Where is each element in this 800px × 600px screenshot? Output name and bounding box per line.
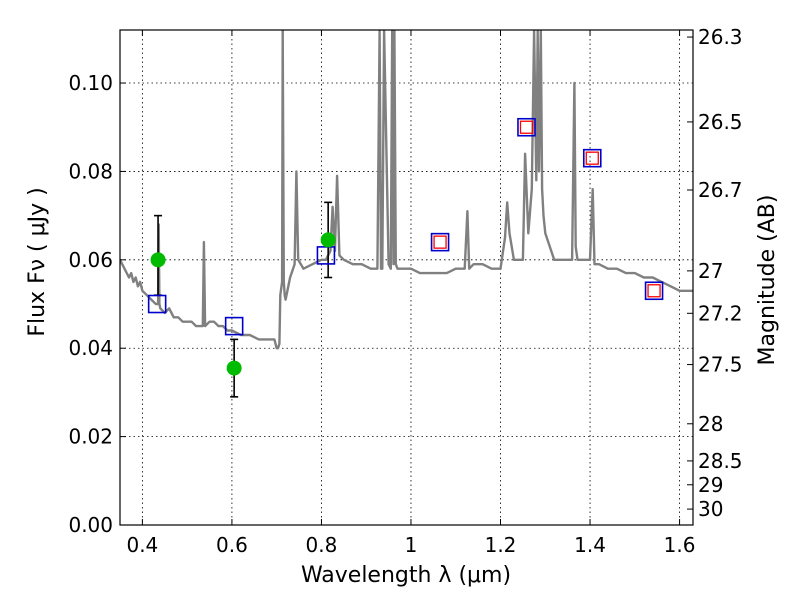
model-photometry-square [582, 148, 602, 168]
mag-tick-label: 28 [698, 412, 723, 436]
mag-tick-label: 27.5 [698, 353, 743, 377]
mag-tick-label: 27.2 [698, 301, 743, 325]
model-photometry-inner-square [585, 151, 599, 165]
grid-layer [120, 30, 693, 526]
y-tick-label: 0.04 [68, 336, 113, 360]
y2-axis-label: Magnitude (AB) [755, 195, 780, 366]
x-tick-label: 1.2 [485, 533, 517, 557]
x-tick-label: 1 [405, 533, 418, 557]
y-tick-label: 0.00 [68, 513, 113, 537]
mag-tick-label: 27 [698, 259, 723, 283]
plot-frame [119, 29, 694, 526]
mag-tick-label: 28.5 [698, 449, 743, 473]
y-tick-label: 0.10 [68, 71, 113, 95]
y-axis-label: Flux Fν ( μJy ) [25, 187, 50, 336]
observed-point [320, 232, 336, 248]
x-tick-label: 1.6 [664, 533, 696, 557]
y-tick-label: 0.08 [68, 159, 113, 183]
mag-tick-label: 30 [698, 497, 723, 521]
model-photometry-inner-square [433, 235, 447, 249]
mag-tick-label: 29 [698, 473, 723, 497]
model-photometry-inner-square [647, 284, 661, 298]
x-tick-label: 0.8 [306, 533, 338, 557]
model-photometry-square [517, 117, 536, 137]
mag-tick-label: 26.7 [698, 178, 743, 202]
x-tick-label: 0.4 [126, 533, 158, 557]
model-photometry-square [224, 316, 244, 336]
mag-tick-label: 26.3 [698, 25, 743, 49]
x-tick-label: 1.4 [574, 533, 606, 557]
observed-point [226, 360, 242, 376]
model-photometry-inner-square [519, 120, 534, 134]
y-tick-label: 0.02 [68, 425, 113, 449]
spectrum-line [120, 30, 693, 350]
observed-point [150, 252, 166, 268]
mag-tick-label: 26.5 [698, 110, 743, 134]
x-axis-label: Wavelength λ (μm) [301, 563, 511, 588]
x-tick-label: 0.6 [216, 533, 248, 557]
model-photometry-square [430, 232, 450, 252]
tick-layer: 0.4 0.6 0.8 1 1.2 1.4 1.6 0.00 0.02 0.04 0.06 0.08 0… [68, 25, 742, 557]
series-layer [120, 30, 693, 398]
y-tick-label: 0.06 [68, 248, 113, 272]
model-photometry-square [147, 294, 167, 314]
model-photometry-square [644, 281, 664, 301]
